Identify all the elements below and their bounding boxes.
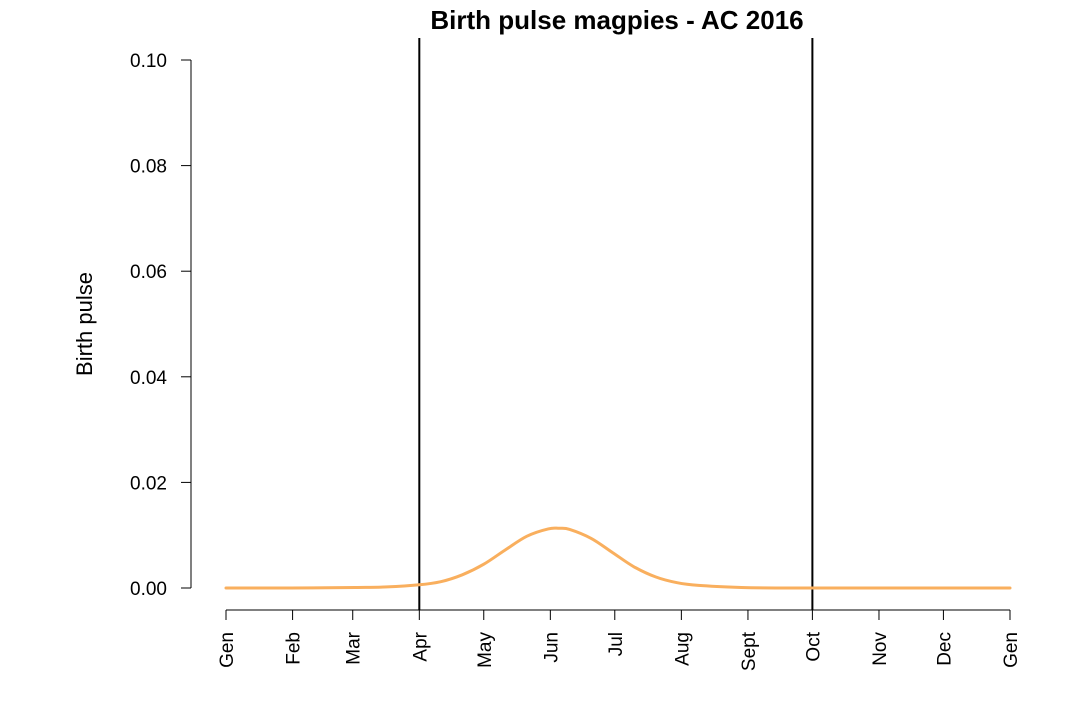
x-tick-label: Oct — [803, 631, 824, 661]
x-tick-label: Sept — [739, 631, 760, 671]
x-tick-label: Dec — [934, 632, 955, 666]
x-tick-label: Gen — [217, 632, 238, 668]
y-axis-label: Birth pulse — [72, 272, 97, 376]
chart-title: Birth pulse magpies - AC 2016 — [430, 5, 803, 35]
y-tick-label: 0.04 — [130, 368, 167, 389]
x-tick-label: Jun — [541, 632, 562, 663]
y-tick-label: 0.00 — [130, 579, 167, 600]
x-tick-label: Aug — [672, 632, 693, 666]
y-tick-label: 0.10 — [130, 51, 167, 72]
x-tick-label: Nov — [870, 632, 891, 666]
x-tick-label: Mar — [344, 631, 365, 664]
y-tick-label: 0.06 — [130, 262, 167, 283]
y-tick-label: 0.02 — [130, 473, 167, 494]
x-tick-label: Gen — [1001, 632, 1022, 668]
x-tick-label: Jul — [606, 632, 627, 656]
x-tick-label: May — [475, 632, 496, 668]
x-tick-label: Apr — [410, 631, 431, 661]
plot-area: 0.00 0.02 0.04 0.06 0.08 0.10 Gen Feb Mar Apr May J… — [130, 38, 1022, 671]
y-tick-label: 0.08 — [130, 157, 167, 178]
birth-pulse-line — [224, 526, 1012, 590]
x-tick-label: Feb — [284, 632, 305, 665]
